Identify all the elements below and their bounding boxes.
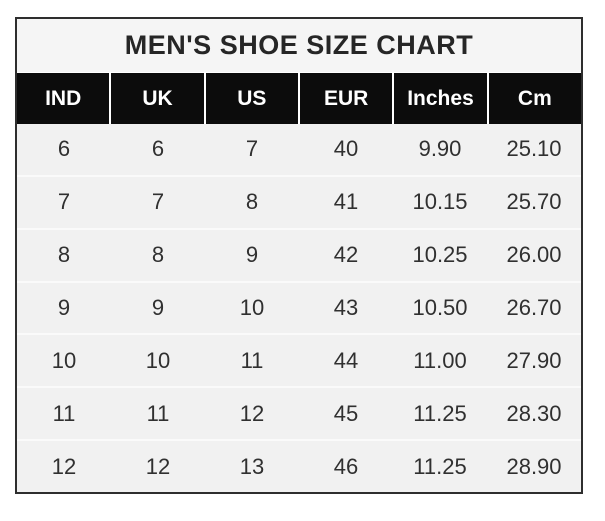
chart-title: MEN'S SHOE SIZE CHART xyxy=(17,19,581,72)
table-cell: 10 xyxy=(51,347,77,373)
table-cell: 27.90 xyxy=(506,347,562,373)
table-cell: 7 xyxy=(57,189,71,215)
table-cell: 8 xyxy=(57,242,71,268)
table-cell: 11 xyxy=(240,347,264,373)
table-cell: 12 xyxy=(239,400,265,426)
table-cell: 9 xyxy=(57,295,71,320)
column-header: Inches xyxy=(394,73,487,124)
table-cell: 10 xyxy=(145,347,171,373)
table-cell: 7 xyxy=(245,136,259,162)
table-cell: 9.90 xyxy=(418,136,462,162)
table-cell: 6 xyxy=(151,136,165,162)
table-cell: 10.25 xyxy=(412,242,468,268)
column-header: US xyxy=(205,73,298,124)
column-header: IND xyxy=(17,73,110,124)
table-cell: 11.25 xyxy=(413,453,467,479)
table-row: 8 8 9 42 10.25 26.00 xyxy=(17,227,581,281)
table-cell: 25.70 xyxy=(506,189,562,215)
table-cell: 9 xyxy=(245,242,259,268)
table-cell: 44 xyxy=(333,347,359,373)
table-cell: 6 xyxy=(57,136,71,162)
table-body: 6 6 7 40 9.90 25.10 7 7 8 41 10.15 25.70 8 8 9 42 10.25 2… xyxy=(17,124,581,492)
table-cell: 12 xyxy=(51,453,77,479)
table-cell: 28.30 xyxy=(506,400,562,426)
table-cell: 26.00 xyxy=(506,242,562,268)
table-cell: 43 xyxy=(333,295,359,320)
column-header: UK xyxy=(111,73,204,124)
table-cell: 8 xyxy=(245,189,259,215)
table-cell: 46 xyxy=(333,453,359,479)
table-row: 9 9 10 43 10.50 26.70 xyxy=(17,280,581,334)
table-cell: 8 xyxy=(151,242,165,268)
table-cell: 7 xyxy=(151,189,165,215)
table-cell: 11.25 xyxy=(413,400,467,426)
table-cell: 11 xyxy=(146,400,170,426)
table-cell: 45 xyxy=(333,400,359,426)
table-cell: 11 xyxy=(52,400,76,426)
table-cell: 10 xyxy=(239,295,265,320)
column-header: Cm xyxy=(488,73,581,124)
table-cell: 10.15 xyxy=(412,189,468,215)
table-cell: 11.00 xyxy=(413,347,467,373)
table-cell: 9 xyxy=(151,295,165,320)
table-row: 11 11 12 45 11.25 28.30 xyxy=(17,386,581,439)
table-row: 10 10 11 44 11.00 27.90 xyxy=(17,333,581,386)
size-chart-table: MEN'S SHOE SIZE CHART IND UK US EUR Inches Cm… xyxy=(15,17,583,494)
table-row: 12 12 13 46 11.25 28.90 xyxy=(17,439,581,492)
table-cell: 42 xyxy=(333,242,359,268)
table-cell: 13 xyxy=(239,453,265,479)
table-cell: 26.70 xyxy=(506,295,562,320)
column-header: EUR xyxy=(300,73,393,124)
table-row: 6 6 7 40 9.90 25.10 xyxy=(17,124,581,175)
table-cell: 41 xyxy=(333,189,359,215)
table-cell: 40 xyxy=(333,136,359,162)
table-cell: 10.50 xyxy=(412,295,468,320)
table-cell: 28.90 xyxy=(506,453,562,479)
table-row: 7 7 8 41 10.15 25.70 xyxy=(17,174,581,228)
table-cell: 12 xyxy=(145,453,171,479)
table-cell: 25.10 xyxy=(506,136,562,162)
table-header-row: IND UK US EUR Inches Cm xyxy=(17,72,581,124)
